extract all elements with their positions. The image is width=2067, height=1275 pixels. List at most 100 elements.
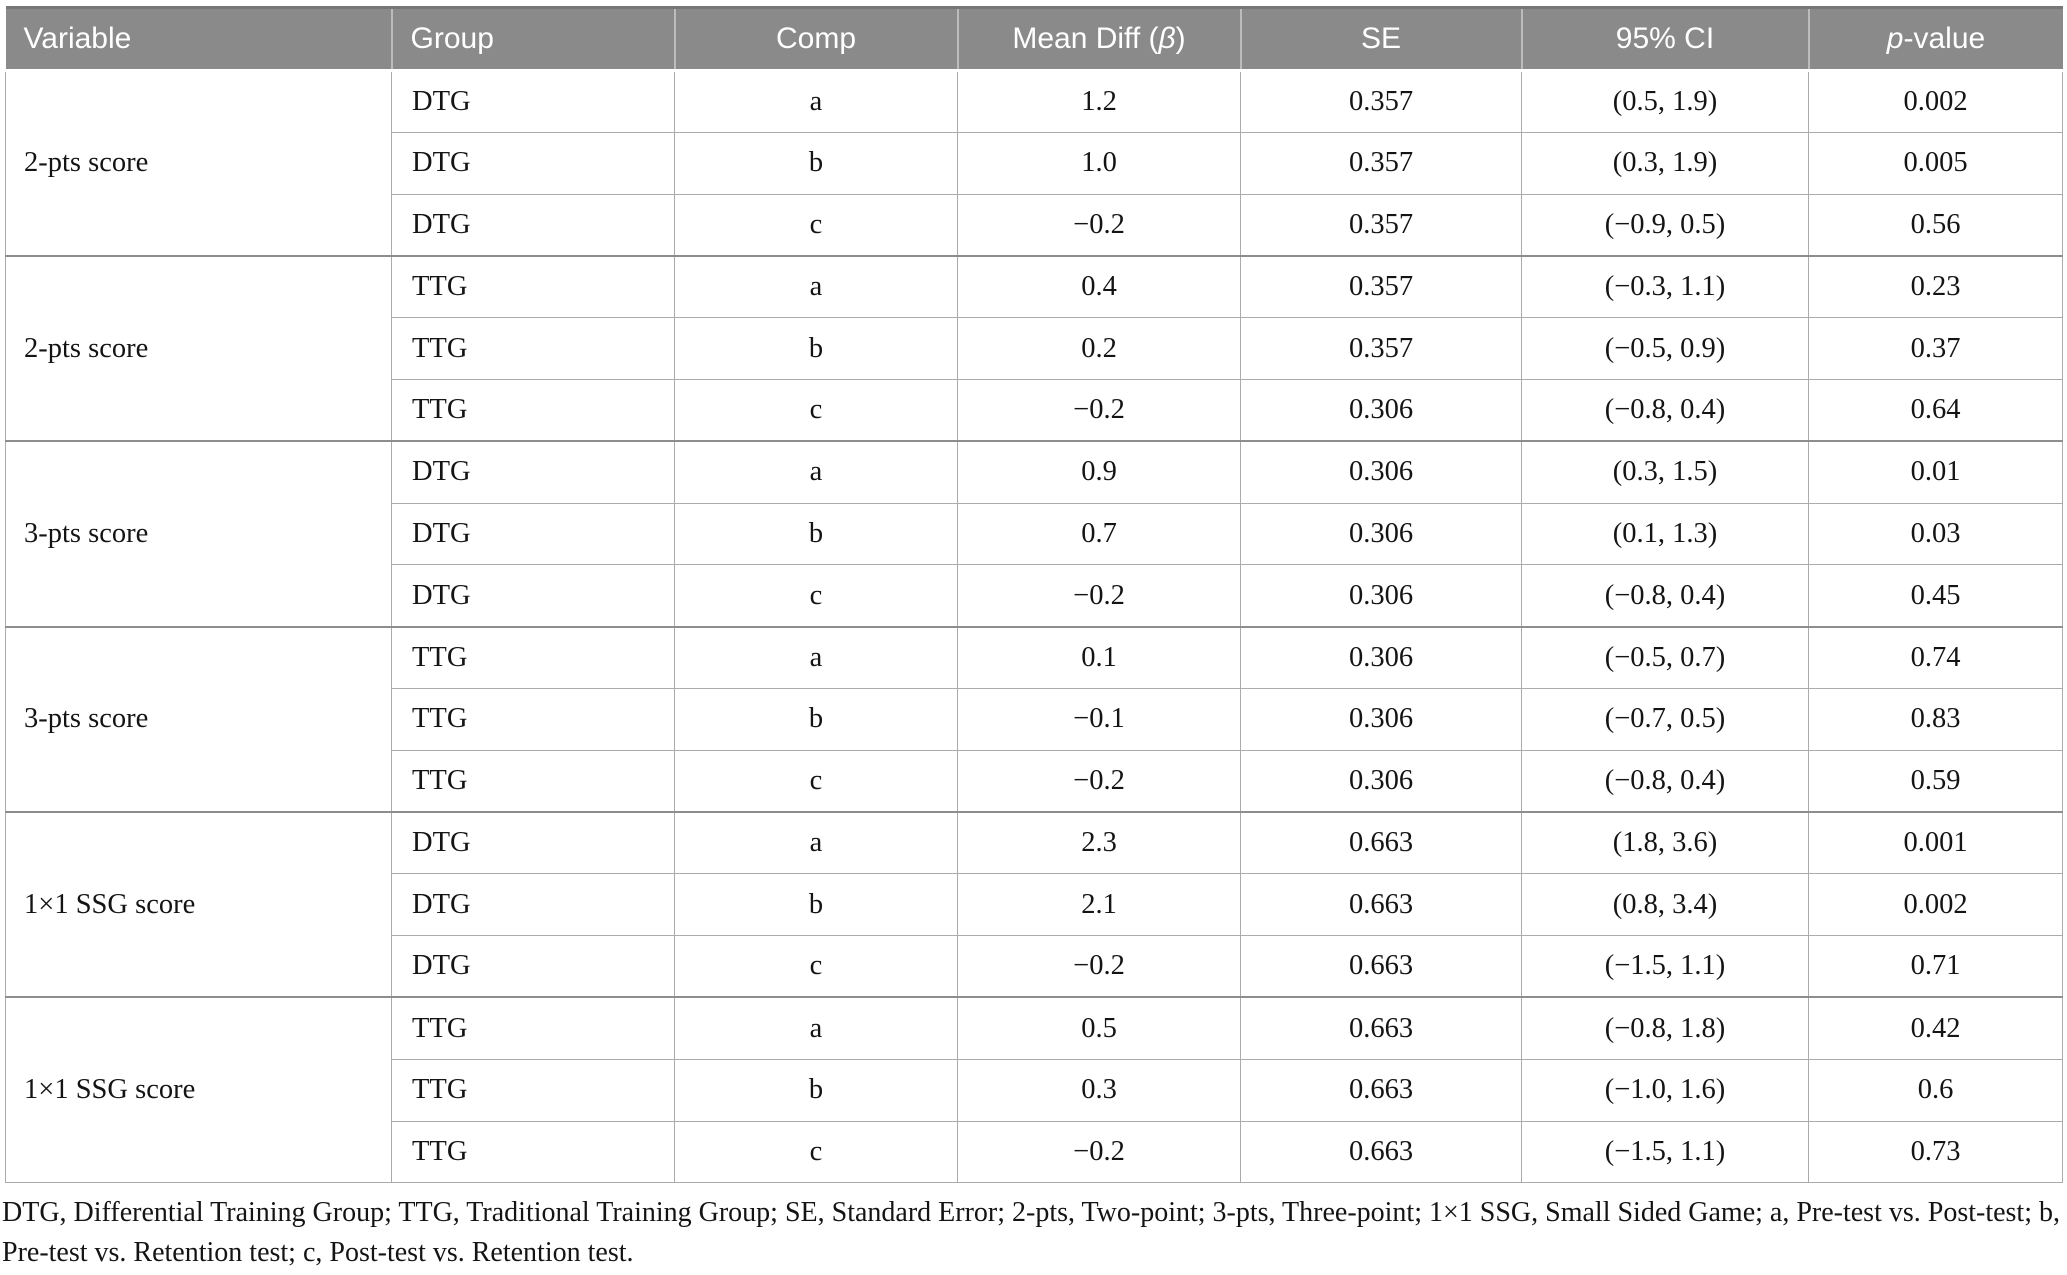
ci-cell: (−0.8, 0.4) bbox=[1521, 749, 1809, 813]
col-header-p-value: p-value bbox=[1807, 7, 2063, 72]
comp-cell: c bbox=[674, 378, 958, 442]
col-header-variable: Variable bbox=[5, 7, 392, 72]
table-header: Variable Group Comp Mean Diff (β) SE 95%… bbox=[5, 7, 2063, 72]
ci-cell: (−1.5, 1.1) bbox=[1521, 935, 1809, 998]
p-value-cell: 0.005 bbox=[1808, 131, 2063, 195]
group-cell: DTG bbox=[391, 873, 675, 937]
p-value-cell: 0.6 bbox=[1808, 1058, 2063, 1122]
mean-diff-cell: −0.2 bbox=[957, 749, 1241, 813]
ci-cell: (1.8, 3.6) bbox=[1521, 811, 1809, 875]
mean-diff-cell: 1.2 bbox=[957, 70, 1241, 133]
comp-cell: b bbox=[674, 1058, 958, 1122]
table-row: DTG c −0.2 0.357 (−0.9, 0.5) 0.56 bbox=[6, 193, 2063, 257]
results-table: Variable Group Comp Mean Diff (β) SE 95%… bbox=[5, 6, 2063, 1184]
mean-diff-cell: 0.4 bbox=[957, 254, 1241, 319]
comp-cell: b bbox=[674, 687, 958, 751]
comp-cell: a bbox=[674, 70, 958, 133]
ci-cell: (0.5, 1.9) bbox=[1521, 70, 1809, 133]
ci-cell: (0.8, 3.4) bbox=[1521, 873, 1809, 937]
group-cell: TTG bbox=[391, 749, 675, 813]
se-cell: 0.306 bbox=[1240, 564, 1522, 628]
mean-diff-cell: 2.1 bbox=[957, 873, 1241, 937]
p-value-cell: 0.56 bbox=[1808, 193, 2063, 257]
comp-cell: a bbox=[674, 254, 958, 319]
group-cell: DTG bbox=[391, 131, 675, 195]
group-cell: DTG bbox=[391, 502, 675, 566]
group-cell: DTG bbox=[391, 193, 675, 257]
group-cell: DTG bbox=[391, 70, 675, 133]
group-cell: TTG bbox=[391, 996, 675, 1060]
mean-diff-cell: 0.3 bbox=[957, 1058, 1241, 1122]
se-cell: 0.357 bbox=[1240, 317, 1522, 380]
mean-diff-cell: −0.2 bbox=[957, 564, 1241, 628]
table-body: 2-pts score DTG a 1.2 0.357 (0.5, 1.9) 0.002 DT… bbox=[5, 69, 2063, 1184]
ci-cell: (−0.3, 1.1) bbox=[1521, 254, 1809, 319]
se-cell: 0.663 bbox=[1240, 1058, 1522, 1122]
table-row: 2-pts score TTG a 0.4 0.357 (−0.3, 1.1) 0.23 bbox=[5, 254, 2063, 442]
se-cell: 0.357 bbox=[1240, 254, 1522, 319]
variable-cell: 1×1 SSG score bbox=[5, 996, 392, 1184]
group-cell: DTG bbox=[391, 440, 675, 504]
table-row: 1×1 SSG score TTG a 0.5 0.663 (−0.8, 1.8) 0.42 bbox=[5, 996, 2063, 1184]
table-row: DTG b 2.1 0.663 (0.8, 3.4) 0.002 bbox=[6, 873, 2063, 937]
ci-cell: (−0.5, 0.9) bbox=[1521, 317, 1809, 380]
p-value-cell: 0.71 bbox=[1808, 935, 2063, 998]
group-cell: TTG bbox=[391, 254, 675, 319]
group-cell: TTG bbox=[391, 1058, 675, 1122]
se-cell: 0.357 bbox=[1240, 193, 1522, 257]
comp-cell: c bbox=[674, 193, 958, 257]
table-row: DTG c −0.2 0.306 (−0.8, 0.4) 0.45 bbox=[6, 564, 2063, 628]
table-row: TTG b 0.2 0.357 (−0.5, 0.9) 0.37 bbox=[6, 317, 2063, 380]
table-row: 2-pts score DTG a 1.2 0.357 (0.5, 1.9) 0.002 bbox=[5, 69, 2063, 257]
ci-cell: (−0.9, 0.5) bbox=[1521, 193, 1809, 257]
ci-cell: (−1.0, 1.6) bbox=[1521, 1058, 1809, 1122]
ci-cell: (−0.8, 0.4) bbox=[1521, 564, 1809, 628]
p-value-cell: 0.002 bbox=[1808, 873, 2063, 937]
comp-cell: c bbox=[674, 1120, 958, 1184]
ci-cell: (0.3, 1.9) bbox=[1521, 131, 1809, 195]
ci-cell: (0.1, 1.3) bbox=[1521, 502, 1809, 566]
table-row: TTG b −0.1 0.306 (−0.7, 0.5) 0.83 bbox=[6, 687, 2063, 751]
table-row: DTG c −0.2 0.663 (−1.5, 1.1) 0.71 bbox=[6, 935, 2063, 998]
p-value-cell: 0.001 bbox=[1808, 811, 2063, 875]
p-value-cell: 0.59 bbox=[1808, 749, 2063, 813]
mean-diff-cell: −0.2 bbox=[957, 1120, 1241, 1184]
variable-cell: 2-pts score bbox=[5, 254, 392, 442]
comp-cell: b bbox=[674, 131, 958, 195]
ci-cell: (0.3, 1.5) bbox=[1521, 440, 1809, 504]
group-cell: DTG bbox=[391, 811, 675, 875]
se-cell: 0.357 bbox=[1240, 70, 1522, 133]
group-cell: TTG bbox=[391, 378, 675, 442]
group-cell: TTG bbox=[391, 317, 675, 380]
group-cell: DTG bbox=[391, 564, 675, 628]
comp-cell: c bbox=[674, 564, 958, 628]
se-cell: 0.663 bbox=[1240, 873, 1522, 937]
p-value-cell: 0.01 bbox=[1808, 440, 2063, 504]
comp-cell: b bbox=[674, 317, 958, 380]
table-row: 1×1 SSG score DTG a 2.3 0.663 (1.8, 3.6) 0.001 bbox=[5, 811, 2063, 998]
mean-diff-cell: 0.9 bbox=[957, 440, 1241, 504]
se-cell: 0.306 bbox=[1240, 687, 1522, 751]
group-cell: TTG bbox=[391, 687, 675, 751]
p-value-cell: 0.73 bbox=[1808, 1120, 2063, 1184]
col-header-comp: Comp bbox=[673, 7, 958, 72]
group-cell: DTG bbox=[391, 935, 675, 998]
se-cell: 0.357 bbox=[1240, 131, 1522, 195]
p-value-cell: 0.03 bbox=[1808, 502, 2063, 566]
p-value-cell: 0.002 bbox=[1808, 70, 2063, 133]
se-cell: 0.306 bbox=[1240, 440, 1522, 504]
table-row: DTG b 1.0 0.357 (0.3, 1.9) 0.005 bbox=[6, 131, 2063, 195]
mean-diff-cell: −0.2 bbox=[957, 193, 1241, 257]
table-row: 3-pts score TTG a 0.1 0.306 (−0.5, 0.7) 0.74 bbox=[5, 625, 2063, 813]
ci-cell: (−0.7, 0.5) bbox=[1521, 687, 1809, 751]
p-value-cell: 0.37 bbox=[1808, 317, 2063, 380]
ci-cell: (−1.5, 1.1) bbox=[1521, 1120, 1809, 1184]
group-cell: TTG bbox=[391, 625, 675, 689]
col-header-group: Group bbox=[390, 7, 675, 72]
comp-cell: a bbox=[674, 625, 958, 689]
group-cell: TTG bbox=[391, 1120, 675, 1184]
ci-cell: (−0.8, 0.4) bbox=[1521, 378, 1809, 442]
mean-diff-cell: 0.1 bbox=[957, 625, 1241, 689]
table-row: TTG c −0.2 0.663 (−1.5, 1.1) 0.73 bbox=[6, 1120, 2063, 1184]
